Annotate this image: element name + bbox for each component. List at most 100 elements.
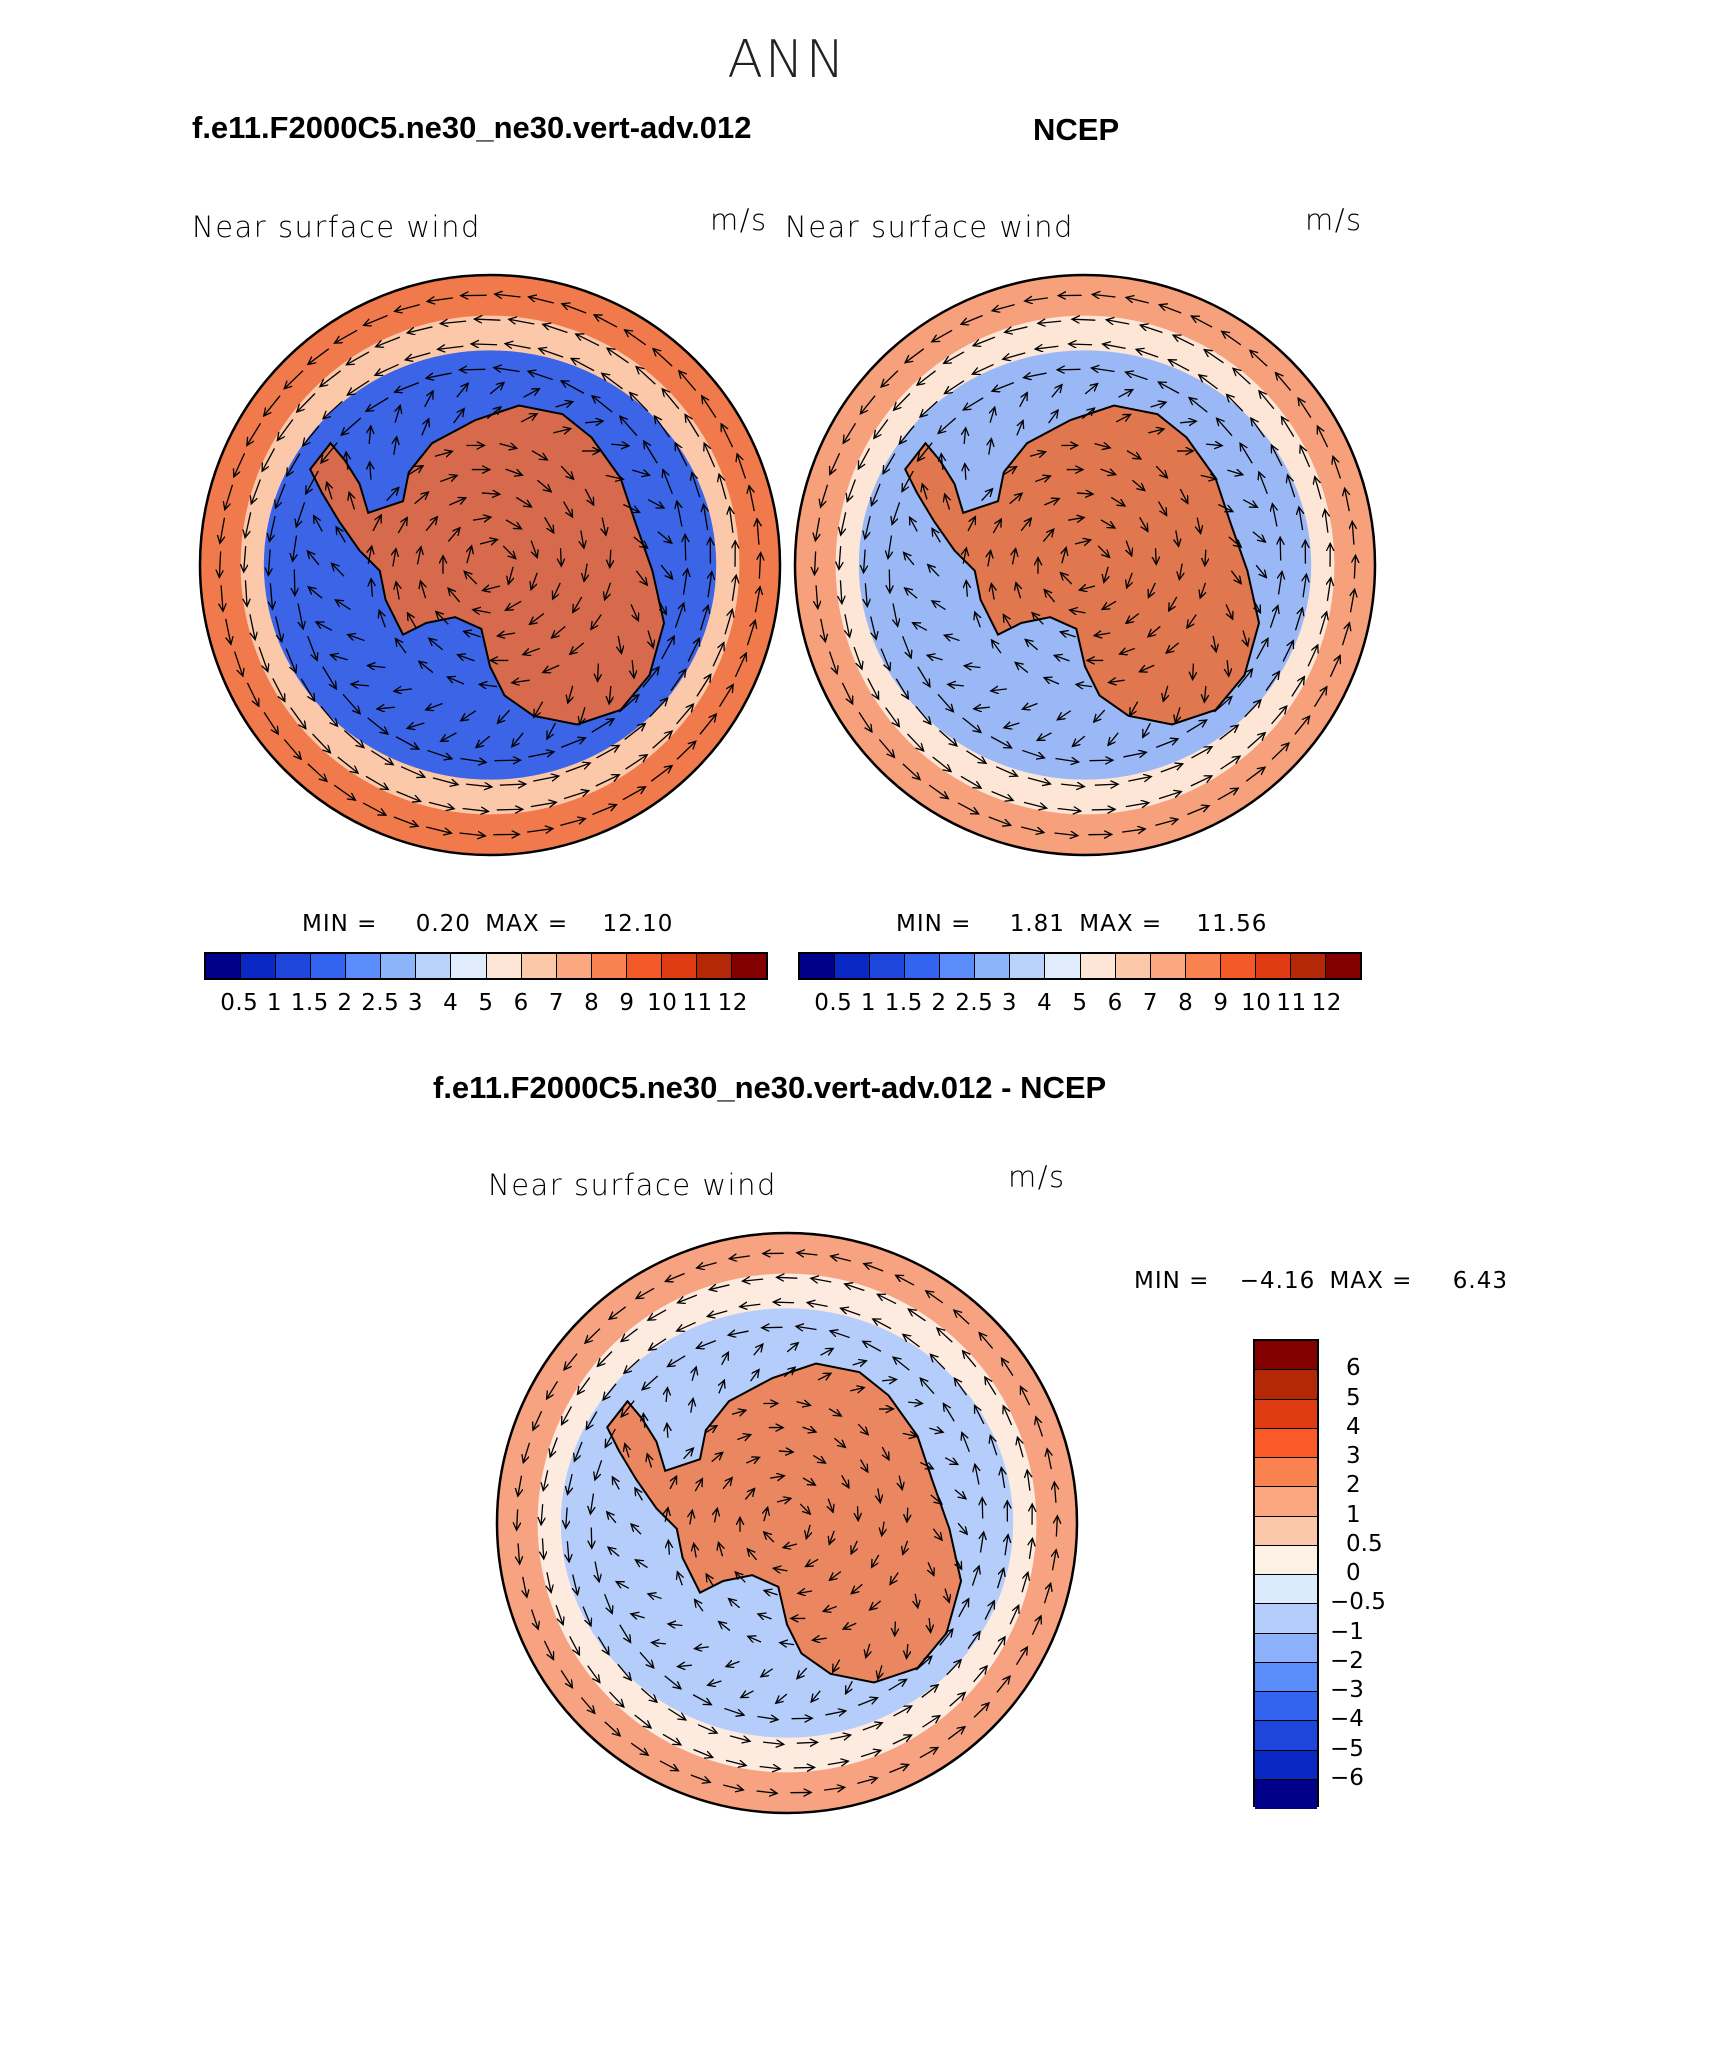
obs-wind-arrow — [1329, 655, 1340, 678]
model-wind-arrow — [592, 805, 616, 816]
obs-wind-arrow — [828, 651, 838, 674]
diff-wind-arrow — [574, 1441, 583, 1461]
obs-wind-arrow — [1076, 493, 1093, 494]
diff-colorbar-label: 1 — [1346, 1501, 1361, 1528]
model-wind-arrow — [610, 549, 611, 568]
diff-wind-arrow — [949, 1692, 966, 1707]
obs-colorbar-label: 1 — [860, 990, 877, 1016]
diff-wind-arrow — [523, 1442, 531, 1463]
model-wind-arrow — [489, 382, 504, 395]
model-wind-arrow — [756, 587, 761, 613]
diff-wind-arrow — [957, 1522, 967, 1534]
obs-wind-arrow — [1094, 784, 1118, 785]
obs-wind-arrow — [1265, 671, 1279, 692]
model-wind-arrow — [220, 517, 225, 544]
diff-wind-arrow — [872, 1554, 880, 1567]
diff-wind-arrow — [725, 1759, 746, 1765]
obs-wind-arrow — [918, 442, 933, 461]
model-wind-arrow — [632, 660, 634, 678]
obs-colorbar-label: 4 — [1037, 990, 1053, 1016]
obs-max-value: 11.56 — [1196, 911, 1268, 937]
model-polar-map — [198, 273, 782, 857]
diff-wind-arrow — [691, 1398, 693, 1413]
model-colorbar-label: 2 — [337, 990, 353, 1016]
model-wind-arrow — [508, 566, 513, 584]
model-colorbar-box — [556, 954, 592, 978]
obs-wind-arrow — [1024, 373, 1047, 378]
model-colorbar-box — [591, 954, 627, 978]
obs-wind-arrow — [932, 329, 953, 342]
diff-wind-arrow — [619, 1624, 631, 1643]
obs-wind-arrow — [840, 580, 841, 603]
model-wind-arrow — [553, 582, 561, 599]
diff-colorbar-box — [1255, 1428, 1317, 1458]
obs-wind-arrow — [841, 512, 847, 535]
model-wind-arrow — [605, 582, 612, 600]
obs-wind-arrow — [944, 380, 965, 394]
diff-wind-arrow — [796, 1326, 817, 1329]
diff-wind-arrow — [954, 1378, 968, 1396]
obs-wind-arrow — [1276, 373, 1292, 391]
obs-map-boundary — [793, 273, 1377, 857]
diff-wind-arrow — [746, 1457, 759, 1463]
diff-wind-arrow — [543, 1640, 553, 1660]
model-wind-arrow — [424, 391, 433, 408]
obs-wind-arrow — [1097, 545, 1109, 558]
model-wind-arrow — [653, 349, 673, 367]
obs-wind-arrow — [1206, 444, 1222, 446]
diff-colorbar-label: −1 — [1330, 1618, 1364, 1645]
model-wind-arrow — [335, 600, 351, 611]
obs-wind-arrow — [917, 370, 936, 385]
diff-wind-arrow — [742, 1279, 764, 1281]
obs-wind-arrow — [1092, 294, 1116, 297]
obs-wind-arrow — [966, 750, 986, 764]
model-wind-arrow — [620, 416, 638, 437]
diff-wind-arrow — [841, 1308, 861, 1316]
diff-wind-arrow — [947, 1727, 965, 1740]
model-max-label: MAX = — [485, 911, 569, 937]
diff-wind-arrow — [802, 1427, 817, 1432]
model-wind-arrow — [362, 802, 386, 815]
diff-wind-arrow — [704, 1426, 717, 1434]
obs-wind-arrow — [1055, 759, 1078, 763]
model-wind-arrow — [561, 381, 585, 394]
model-wind-arrow — [607, 348, 629, 364]
obs-wind-arrow — [1089, 760, 1113, 761]
model-wind-arrow — [225, 484, 234, 510]
diff-wind-arrow — [979, 1333, 994, 1349]
diff-wind-arrow — [1005, 1535, 1008, 1556]
obs-wind-arrow — [1072, 319, 1096, 320]
obs-wind-arrow — [973, 336, 996, 346]
obs-wind-arrow — [1243, 630, 1248, 646]
model-wind-arrow — [434, 451, 452, 456]
diff-wind-arrow — [939, 1629, 953, 1646]
obs-wind-arrow — [1255, 564, 1266, 577]
obs-wind-arrow — [975, 612, 981, 628]
diff-wind-arrow — [975, 1405, 985, 1425]
obs-wind-arrow — [1023, 801, 1047, 808]
model-wind-arrow — [322, 666, 337, 689]
obs-wind-arrow — [1227, 660, 1229, 676]
diff-wind-arrow — [830, 1735, 850, 1739]
model-wind-arrow — [290, 707, 306, 729]
obs-wind-arrow — [1002, 467, 1017, 476]
diff-wind-arrow — [741, 1691, 754, 1698]
obs-wind-arrow — [1022, 749, 1044, 757]
obs-wind-arrow — [1131, 479, 1144, 490]
obs-wind-arrow — [1048, 410, 1059, 424]
obs-wind-arrow — [1237, 669, 1253, 688]
obs-wind-arrow — [1106, 320, 1130, 324]
model-wind-arrow — [584, 488, 593, 505]
diff-wind-arrow — [621, 1328, 638, 1342]
diff-wind-arrow — [903, 1334, 920, 1348]
obs-wind-arrow — [1020, 518, 1031, 532]
obs-colorbar-label: 2 — [931, 990, 947, 1016]
obs-wind-arrow — [1199, 375, 1218, 390]
model-wind-arrow — [565, 763, 590, 773]
diff-wind-arrow — [616, 1582, 630, 1589]
diff-wind-arrow — [893, 1706, 911, 1717]
model-wind-arrow — [458, 655, 475, 662]
model-panel-header: f.e11.F2000C5.ne30_ne30.vert-adv.012 — [192, 110, 752, 145]
model-wind-arrow — [250, 614, 255, 639]
diff-wind-arrow — [719, 1622, 731, 1632]
